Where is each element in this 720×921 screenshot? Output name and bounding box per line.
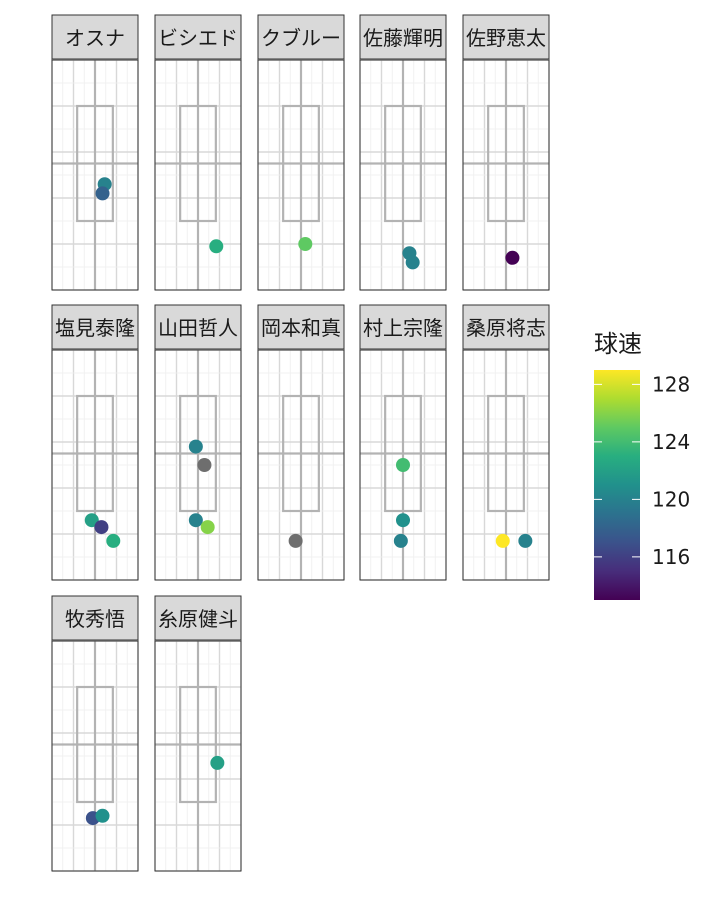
panel-border bbox=[359, 349, 447, 581]
facet-strip-label: ビシエド bbox=[158, 26, 238, 50]
facet-strip bbox=[257, 304, 345, 350]
panel-border bbox=[154, 59, 242, 291]
pitch-point bbox=[298, 237, 313, 251]
facet-strip-label: クブルー bbox=[261, 26, 341, 50]
facet-strip-label: 牧秀悟 bbox=[65, 607, 125, 631]
pitch-point bbox=[188, 439, 203, 454]
panel-border bbox=[154, 640, 242, 872]
strike-zone bbox=[258, 60, 344, 290]
facet-panel: 佐藤輝明 bbox=[359, 14, 447, 291]
facet-strip bbox=[51, 595, 139, 641]
panel-border bbox=[154, 349, 242, 581]
facet-panel: 桑原将志 bbox=[462, 304, 550, 581]
panel-border bbox=[462, 59, 550, 291]
legend-colorbar bbox=[594, 370, 640, 600]
legend-tick-label: 120 bbox=[652, 487, 690, 511]
panel-border bbox=[257, 349, 345, 581]
pitch-point bbox=[200, 520, 215, 535]
strike-zone bbox=[155, 60, 241, 290]
facet-strip-label: 糸原健斗 bbox=[158, 607, 238, 631]
panel-border bbox=[51, 640, 139, 872]
strike-zone bbox=[155, 641, 241, 871]
strike-zone bbox=[463, 60, 549, 290]
panel-border bbox=[462, 349, 550, 581]
strike-zone bbox=[52, 350, 138, 580]
pitch-point bbox=[396, 513, 410, 528]
facet-strip-label: 岡本和真 bbox=[261, 316, 341, 340]
legend-title: 球速 bbox=[594, 330, 642, 358]
facet-strip-label: 山田哲人 bbox=[158, 316, 238, 340]
pitch-point bbox=[84, 513, 99, 528]
facet-strip bbox=[154, 14, 242, 60]
pitch-point bbox=[505, 250, 520, 265]
legend-tick-label: 124 bbox=[652, 430, 690, 454]
facet-strip-label: 塩見泰隆 bbox=[55, 316, 135, 340]
facet-panel: クブルー bbox=[257, 14, 345, 291]
color-legend: 球速 116 120 124 128 bbox=[594, 330, 690, 600]
panel-border bbox=[51, 349, 139, 581]
pitch-point bbox=[495, 533, 510, 548]
facet-panel: 岡本和真 bbox=[257, 304, 345, 581]
facet-panel: 塩見泰隆 bbox=[51, 304, 139, 581]
facet-strip bbox=[51, 14, 139, 60]
facet-strip-label: 村上宗隆 bbox=[363, 316, 443, 340]
pitch-point bbox=[188, 513, 203, 528]
legend-tick-label: 128 bbox=[652, 372, 690, 396]
facet-panel: オスナ bbox=[51, 14, 139, 291]
facet-strip-label: 桑原将志 bbox=[466, 316, 546, 340]
panel-border bbox=[359, 59, 447, 291]
pitch-point bbox=[393, 533, 408, 548]
pitch-point bbox=[95, 186, 110, 201]
panel-border bbox=[257, 59, 345, 291]
facet-panel: 牧秀悟 bbox=[51, 595, 139, 872]
facet-strip bbox=[51, 304, 139, 350]
pitch-point bbox=[405, 255, 420, 270]
pitch-point bbox=[197, 458, 212, 472]
facet-panel: 山田哲人 bbox=[154, 304, 242, 581]
pitch-point bbox=[94, 520, 109, 535]
facet-strip bbox=[359, 304, 447, 350]
facet-panel: ビシエド bbox=[154, 14, 242, 291]
facet-strip bbox=[154, 304, 242, 350]
legend-ticks: 116 120 124 128 bbox=[594, 372, 690, 569]
pitch-point bbox=[95, 808, 110, 823]
facet-strip bbox=[462, 14, 550, 60]
facet-panel: 村上宗隆 bbox=[359, 304, 447, 581]
pitch-point bbox=[210, 755, 225, 770]
strike-zone bbox=[52, 641, 138, 871]
pitch-point bbox=[106, 533, 121, 548]
panel-border bbox=[51, 59, 139, 291]
legend-tick-label: 116 bbox=[652, 545, 690, 569]
facet-panel: 糸原健斗 bbox=[154, 595, 242, 872]
facet-strip-label: 佐野恵太 bbox=[466, 26, 546, 50]
facet-strip bbox=[154, 595, 242, 641]
strike-zone bbox=[52, 60, 138, 290]
facet-strip bbox=[359, 14, 447, 60]
facet-panel: 佐野恵太 bbox=[462, 14, 550, 291]
pitch-point bbox=[288, 533, 303, 548]
pitch-point bbox=[396, 458, 410, 472]
facet-strip bbox=[462, 304, 550, 350]
facet-strip bbox=[257, 14, 345, 60]
pitch-point bbox=[209, 239, 224, 254]
facet-strip-label: オスナ bbox=[65, 26, 125, 50]
facet-strip-label: 佐藤輝明 bbox=[363, 26, 443, 50]
pitch-point bbox=[518, 533, 533, 548]
